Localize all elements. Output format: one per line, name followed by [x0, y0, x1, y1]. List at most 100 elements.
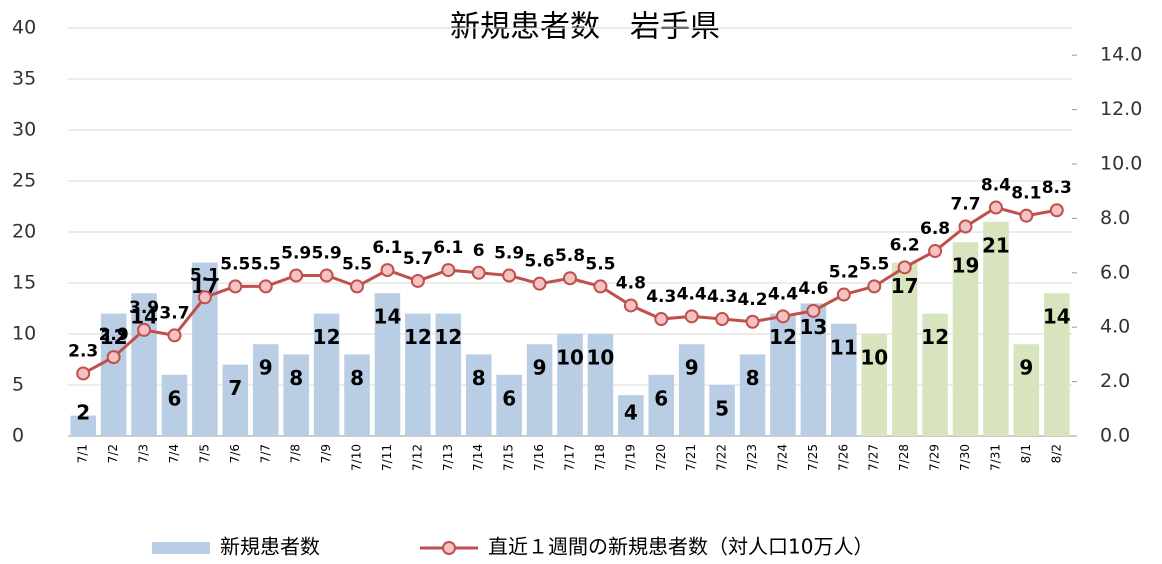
bar	[131, 293, 157, 436]
bar-value-label: 12	[769, 325, 797, 349]
bar	[313, 313, 340, 436]
x-tick-label: 7/16	[532, 444, 546, 471]
chart-title: 新規患者数 岩手県	[450, 10, 720, 45]
line-marker	[532, 276, 547, 291]
bar	[587, 334, 614, 436]
line-marker	[1019, 208, 1034, 223]
line-value-label: 2.3	[68, 341, 98, 361]
line-marker	[106, 350, 121, 365]
bar	[70, 415, 96, 436]
line-marker	[745, 314, 760, 329]
x-tick-label: 7/8	[289, 444, 303, 463]
x-tick-label: 7/23	[745, 444, 759, 471]
x-tick-label: 7/20	[654, 444, 668, 471]
line-value-label: 5.8	[555, 246, 585, 266]
bar	[252, 344, 279, 436]
line-marker	[137, 322, 152, 337]
line-value-label: 4.3	[707, 287, 737, 307]
legend-label: 直近１週間の新規患者数（対人口10万人）	[488, 535, 873, 559]
bar	[526, 344, 553, 436]
bar	[374, 293, 401, 436]
bar	[739, 354, 766, 436]
line-value-label: 5.5	[342, 254, 372, 274]
bar-value-label: 8	[746, 366, 760, 390]
bar-value-label: 9	[1019, 356, 1033, 380]
y-tick-label: 0	[12, 425, 24, 447]
line-value-label: 4.4	[768, 284, 798, 304]
bar-value-label: 17	[891, 274, 919, 298]
bar	[1013, 344, 1040, 436]
x-tick-label: 7/17	[563, 444, 577, 471]
bar-value-label: 13	[799, 315, 827, 339]
line-marker	[715, 312, 730, 327]
bar	[800, 303, 827, 436]
bar-value-label: 12	[434, 325, 462, 349]
line-value-label: 5.9	[494, 244, 524, 264]
line-value-label: 6.8	[920, 219, 950, 239]
line-marker	[502, 268, 517, 283]
bar-value-label: 4	[624, 401, 638, 425]
line-marker	[228, 279, 243, 294]
bar-value-label: 10	[587, 346, 615, 370]
y2-tick-label: 0.0	[1100, 425, 1130, 447]
bar-value-label: 6	[654, 386, 668, 410]
line-marker	[836, 287, 851, 302]
bar	[861, 334, 888, 436]
y-tick-label: 10	[12, 323, 36, 345]
legend-swatch	[152, 542, 210, 554]
bar-value-label: 8	[350, 366, 364, 390]
x-tick-label: 7/26	[836, 444, 850, 471]
x-tick-label: 8/2	[1049, 444, 1063, 463]
x-tick-label: 7/11	[380, 444, 394, 471]
line-value-label: 6.1	[372, 238, 402, 258]
bar-value-label: 10	[556, 346, 584, 370]
bar-value-label: 10	[860, 346, 888, 370]
line-value-label: 7.7	[950, 195, 980, 215]
x-tick-label: 7/6	[228, 444, 242, 463]
legend-marker	[442, 541, 456, 555]
bar-value-label: 11	[830, 335, 858, 359]
line-marker	[197, 290, 212, 305]
y-tick-label: 25	[12, 170, 36, 192]
bar	[435, 313, 462, 436]
line-value-label: 6	[473, 241, 485, 261]
bar-value-label: 9	[685, 356, 699, 380]
x-tick-label: 7/30	[958, 444, 972, 471]
line-value-label: 4.6	[798, 279, 828, 299]
line-marker	[806, 303, 821, 318]
bar-value-label: 2	[76, 401, 90, 425]
bar	[952, 242, 979, 436]
bar-value-label: 8	[472, 366, 486, 390]
y2-tick-label: 10.0	[1100, 153, 1142, 175]
x-tick-label: 7/29	[928, 444, 942, 471]
line-value-label: 5.1	[190, 265, 220, 285]
x-tick-label: 7/28	[897, 444, 911, 471]
bar	[1044, 293, 1070, 436]
x-tick-label: 7/25	[806, 444, 820, 471]
y2-tick-label: 2.0	[1100, 370, 1130, 392]
x-tick-label: 7/3	[137, 444, 151, 463]
x-tick-label: 7/27	[867, 444, 881, 471]
line-value-label: 5.5	[585, 254, 615, 274]
line-value-label: 3.7	[159, 303, 189, 323]
bar	[618, 395, 644, 436]
line-value-label: 4.8	[616, 273, 646, 293]
y2-tick-label: 12.0	[1100, 98, 1142, 120]
x-tick-label: 7/7	[258, 444, 272, 463]
bar	[678, 344, 705, 436]
y2-tick-label: 4.0	[1100, 316, 1130, 338]
bar	[222, 364, 249, 436]
line-value-label: 5.5	[220, 254, 250, 274]
bar	[709, 385, 735, 436]
line-marker	[289, 268, 304, 283]
line-marker	[258, 279, 273, 294]
line-value-label: 3.9	[129, 298, 159, 318]
bar-value-label: 9	[533, 356, 547, 380]
line-marker	[775, 309, 790, 324]
line-marker	[441, 263, 456, 278]
x-tick-label: 7/19	[623, 444, 637, 471]
line-marker	[410, 273, 425, 288]
bar	[891, 262, 918, 436]
y-tick-label: 35	[12, 68, 36, 90]
line-marker	[380, 263, 395, 278]
